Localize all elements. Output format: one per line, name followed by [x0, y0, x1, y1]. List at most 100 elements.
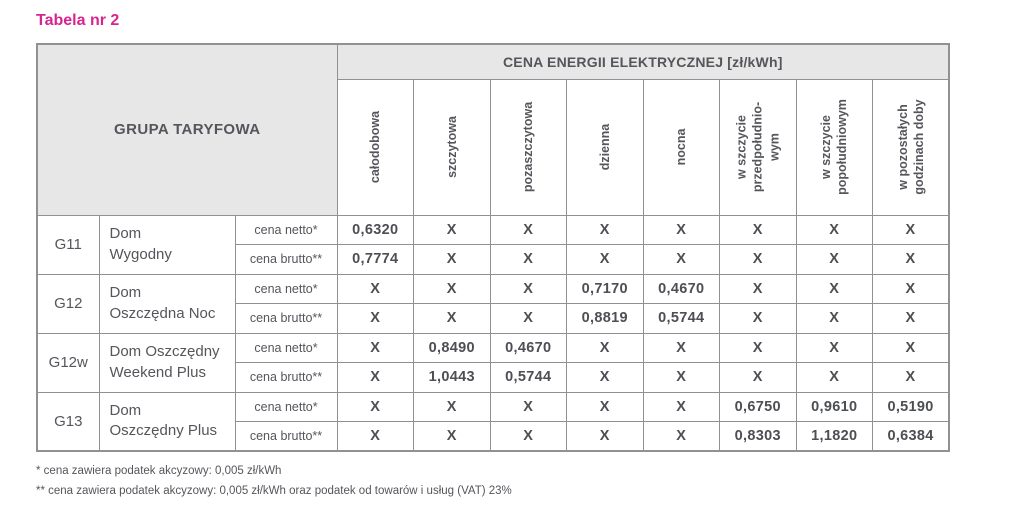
price-value-cell: X — [489, 391, 567, 422]
table-row-g12w-netto: G12w Dom Oszczędny Weekend Plus cena netto… — [36, 332, 950, 393]
column-header-label: całodobowa — [368, 110, 383, 184]
price-value-cell: X — [719, 362, 797, 393]
price-value-cell: 0,4670 — [489, 332, 567, 363]
price-value-cell: X — [642, 362, 720, 393]
price-value-cell: X — [719, 214, 797, 245]
price-value-cell: X — [642, 214, 720, 245]
header-row-columns: całodobowa szczytowa pozaszczytowa dzienna n… — [37, 78, 950, 216]
price-value-cell: X — [872, 303, 950, 334]
price-value-cell: X — [413, 214, 491, 245]
price-value-cell: 0,8303 — [719, 421, 797, 452]
table-row-g11-brutto: cena brutto** 0,7774 X X X X X X X — [37, 244, 950, 275]
price-value-cell: X — [795, 273, 873, 304]
price-value-cell: X — [795, 303, 873, 334]
price-type-label: cena netto* — [234, 391, 338, 422]
column-header-3: pozaszczytowa — [489, 78, 567, 216]
price-type-label: cena brutto** — [234, 362, 338, 393]
column-header-1: całodobowa — [336, 78, 414, 216]
price-type-label: cena netto* — [234, 214, 338, 245]
column-header-label: dzienna — [597, 123, 612, 171]
price-value-cell: X — [489, 214, 567, 245]
price-value-cell: 0,5744 — [489, 362, 567, 393]
price-value-cell: 1,1820 — [795, 421, 873, 452]
group-name: Dom Wygodny — [98, 214, 236, 275]
group-code: G12w — [36, 332, 100, 393]
price-type-label: cena netto* — [234, 273, 338, 304]
price-type-label: cena brutto** — [234, 421, 338, 452]
price-value-cell: X — [566, 391, 644, 422]
footnote-brutto: ** cena zawiera podatek akcyzowy: 0,005 … — [36, 485, 512, 497]
group-code: G12 — [36, 273, 100, 334]
price-value-cell: X — [336, 273, 414, 304]
main-header-cena-energii: CENA ENERGII ELEKTRYCZNEJ [zł/kWh] — [336, 43, 950, 80]
price-value-cell: X — [872, 362, 950, 393]
price-value-cell: 0,8819 — [566, 303, 644, 334]
price-value-cell: X — [489, 421, 567, 452]
price-value-cell: X — [719, 303, 797, 334]
price-value-cell: X — [336, 362, 414, 393]
column-header-2: szczytowa — [413, 78, 491, 216]
price-value-cell: X — [336, 421, 414, 452]
column-header-label: w pozostałych godzinach doby — [895, 99, 926, 195]
price-value-cell: X — [566, 214, 644, 245]
price-value-cell: X — [413, 244, 491, 275]
table-row-g13-netto: G13 Dom Oszczędny Plus cena netto* X X X X X 0,6… — [36, 391, 950, 452]
price-value-cell: X — [413, 421, 491, 452]
price-value-cell: X — [336, 303, 414, 334]
price-value-cell: X — [413, 273, 491, 304]
table-row-g13-brutto: cena brutto** X X X X X 0,8303 1,1820 0,6384 — [37, 421, 950, 452]
tariff-price-table: GRUPA TARYFOWA CENA ENERGII ELEKTRYCZNEJ… — [36, 43, 951, 452]
price-value-cell: X — [489, 303, 567, 334]
price-value-cell: X — [719, 244, 797, 275]
price-value-cell: X — [642, 244, 720, 275]
column-header-label: nocna — [674, 128, 689, 166]
price-value-cell: 0,7170 — [566, 273, 644, 304]
price-value-cell: X — [719, 332, 797, 363]
price-value-cell: 0,5190 — [872, 391, 950, 422]
price-type-label: cena brutto** — [234, 303, 338, 334]
price-value-cell: X — [566, 421, 644, 452]
column-header-5: nocna — [642, 78, 720, 216]
table-row-g12-netto: G12 Dom Oszczędna Noc cena netto* X X X 0,7170… — [36, 273, 950, 334]
column-header-label: w szczycie popołudniowym — [819, 99, 850, 195]
footnote-netto: * cena zawiera podatek akcyzowy: 0,005 z… — [36, 465, 282, 477]
column-header-6: w szczycie przedpołudnio- wym — [719, 78, 797, 216]
price-value-cell: X — [413, 303, 491, 334]
price-value-cell: X — [872, 244, 950, 275]
price-value-cell: X — [566, 362, 644, 393]
price-value-cell: X — [489, 244, 567, 275]
price-value-cell: X — [719, 273, 797, 304]
column-header-label: szczytowa — [444, 116, 459, 178]
footnotes: * cena zawiera podatek akcyzowy: 0,005 z… — [36, 461, 512, 501]
group-code: G11 — [36, 214, 100, 275]
column-header-8: w pozostałych godzinach doby — [872, 78, 950, 216]
price-value-cell: X — [795, 362, 873, 393]
price-value-cell: 0,9610 — [795, 391, 873, 422]
table-header: GRUPA TARYFOWA CENA ENERGII ELEKTRYCZNEJ… — [36, 43, 950, 216]
price-value-cell: 0,4670 — [642, 273, 720, 304]
price-value-cell: X — [642, 391, 720, 422]
group-name: Dom Oszczędny Plus — [98, 391, 236, 452]
header-row-main: GRUPA TARYFOWA CENA ENERGII ELEKTRYCZNEJ… — [36, 43, 950, 216]
group-name: Dom Oszczędna Noc — [98, 273, 236, 334]
corner-header-grupa-taryfowa: GRUPA TARYFOWA — [36, 43, 338, 216]
table-title: Tabela nr 2 — [36, 12, 120, 29]
price-value-cell: X — [872, 332, 950, 363]
price-value-cell: X — [489, 273, 567, 304]
price-value-cell: 0,7774 — [336, 244, 414, 275]
price-value-cell: X — [413, 391, 491, 422]
price-value-cell: X — [795, 332, 873, 363]
table-row-g12w-brutto: cena brutto** X 1,0443 0,5744 X X X X X — [37, 362, 950, 393]
group-name: Dom Oszczędny Weekend Plus — [98, 332, 236, 393]
price-value-cell: 1,0443 — [413, 362, 491, 393]
price-value-cell: X — [336, 332, 414, 363]
price-value-cell: X — [566, 244, 644, 275]
price-value-cell: X — [872, 214, 950, 245]
price-value-cell: X — [795, 214, 873, 245]
price-type-label: cena brutto** — [234, 244, 338, 275]
price-value-cell: X — [336, 391, 414, 422]
column-header-label: w szczycie przedpołudnio- wym — [734, 101, 781, 193]
price-value-cell: X — [795, 244, 873, 275]
